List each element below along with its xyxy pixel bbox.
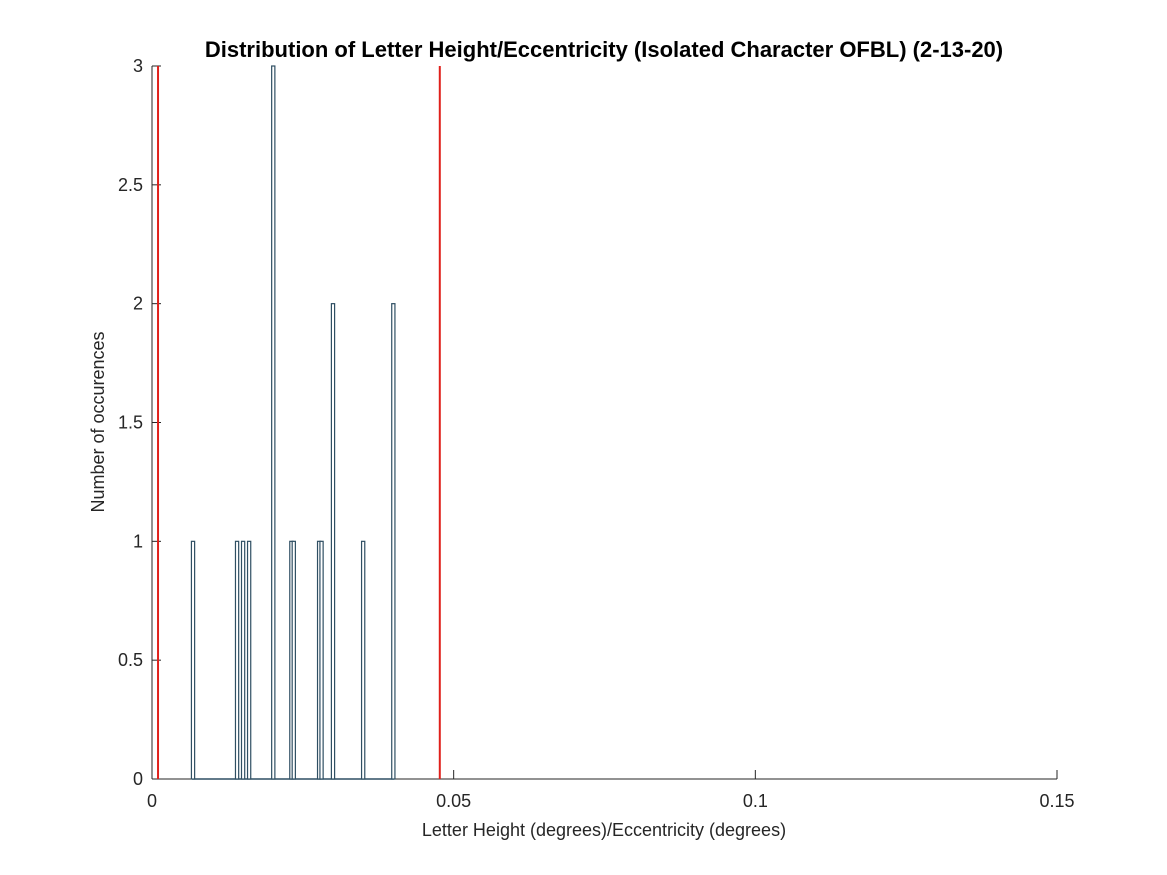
- histogram-bar: [234, 540, 240, 780]
- y-axis-label: Number of occurences: [88, 331, 108, 512]
- y-tick-label: 0: [133, 769, 143, 789]
- x-tick-label: 0: [147, 791, 157, 811]
- histogram-bar: [246, 540, 252, 780]
- y-tick-label: 3: [133, 56, 143, 76]
- plot-area: 0 0.05 0.1 0.15 0 0.5 1 1.5 2 2.5 3: [118, 56, 1075, 811]
- x-tick-label: 0.05: [436, 791, 471, 811]
- x-axis-label: Letter Height (degrees)/Eccentricity (de…: [422, 820, 786, 840]
- histogram-bar: [319, 540, 324, 780]
- histogram-bar: [271, 65, 276, 780]
- x-tick-label: 0.1: [743, 791, 768, 811]
- histogram-bar: [240, 540, 246, 780]
- histogram-bar: [360, 540, 366, 780]
- chart-title: Distribution of Letter Height/Eccentrici…: [205, 37, 1003, 62]
- histogram-bar: [391, 303, 396, 780]
- y-tick-label: 2: [133, 294, 143, 314]
- y-tick-label: 2.5: [118, 175, 143, 195]
- y-tick-label: 0.5: [118, 650, 143, 670]
- y-tick-label: 1: [133, 531, 143, 551]
- histogram-bar: [291, 540, 296, 780]
- histogram-bar: [330, 303, 336, 780]
- x-tick-label: 0.15: [1039, 791, 1074, 811]
- histogram-bar: [190, 540, 196, 780]
- y-tick-label: 1.5: [118, 413, 143, 433]
